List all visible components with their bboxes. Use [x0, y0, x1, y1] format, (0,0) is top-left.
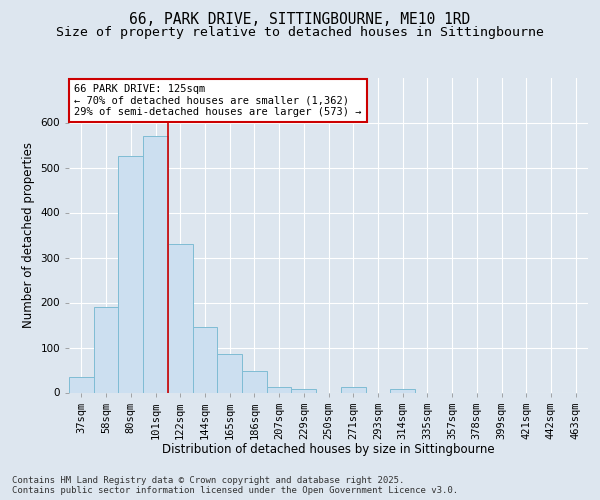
- Bar: [390, 389, 415, 392]
- Text: 66, PARK DRIVE, SITTINGBOURNE, ME10 1RD: 66, PARK DRIVE, SITTINGBOURNE, ME10 1RD: [130, 12, 470, 26]
- Text: 66 PARK DRIVE: 125sqm
← 70% of detached houses are smaller (1,362)
29% of semi-d: 66 PARK DRIVE: 125sqm ← 70% of detached …: [74, 84, 362, 117]
- Bar: [242, 371, 267, 392]
- Text: Size of property relative to detached houses in Sittingbourne: Size of property relative to detached ho…: [56, 26, 544, 39]
- Bar: [118, 156, 143, 392]
- Bar: [193, 327, 217, 392]
- X-axis label: Distribution of detached houses by size in Sittingbourne: Distribution of detached houses by size …: [162, 443, 495, 456]
- Bar: [94, 307, 118, 392]
- Bar: [143, 136, 168, 392]
- Bar: [69, 377, 94, 392]
- Text: Contains HM Land Registry data © Crown copyright and database right 2025.
Contai: Contains HM Land Registry data © Crown c…: [12, 476, 458, 495]
- Bar: [168, 244, 193, 392]
- Bar: [267, 386, 292, 392]
- Y-axis label: Number of detached properties: Number of detached properties: [22, 142, 35, 328]
- Bar: [292, 389, 316, 392]
- Bar: [341, 386, 365, 392]
- Bar: [217, 354, 242, 393]
